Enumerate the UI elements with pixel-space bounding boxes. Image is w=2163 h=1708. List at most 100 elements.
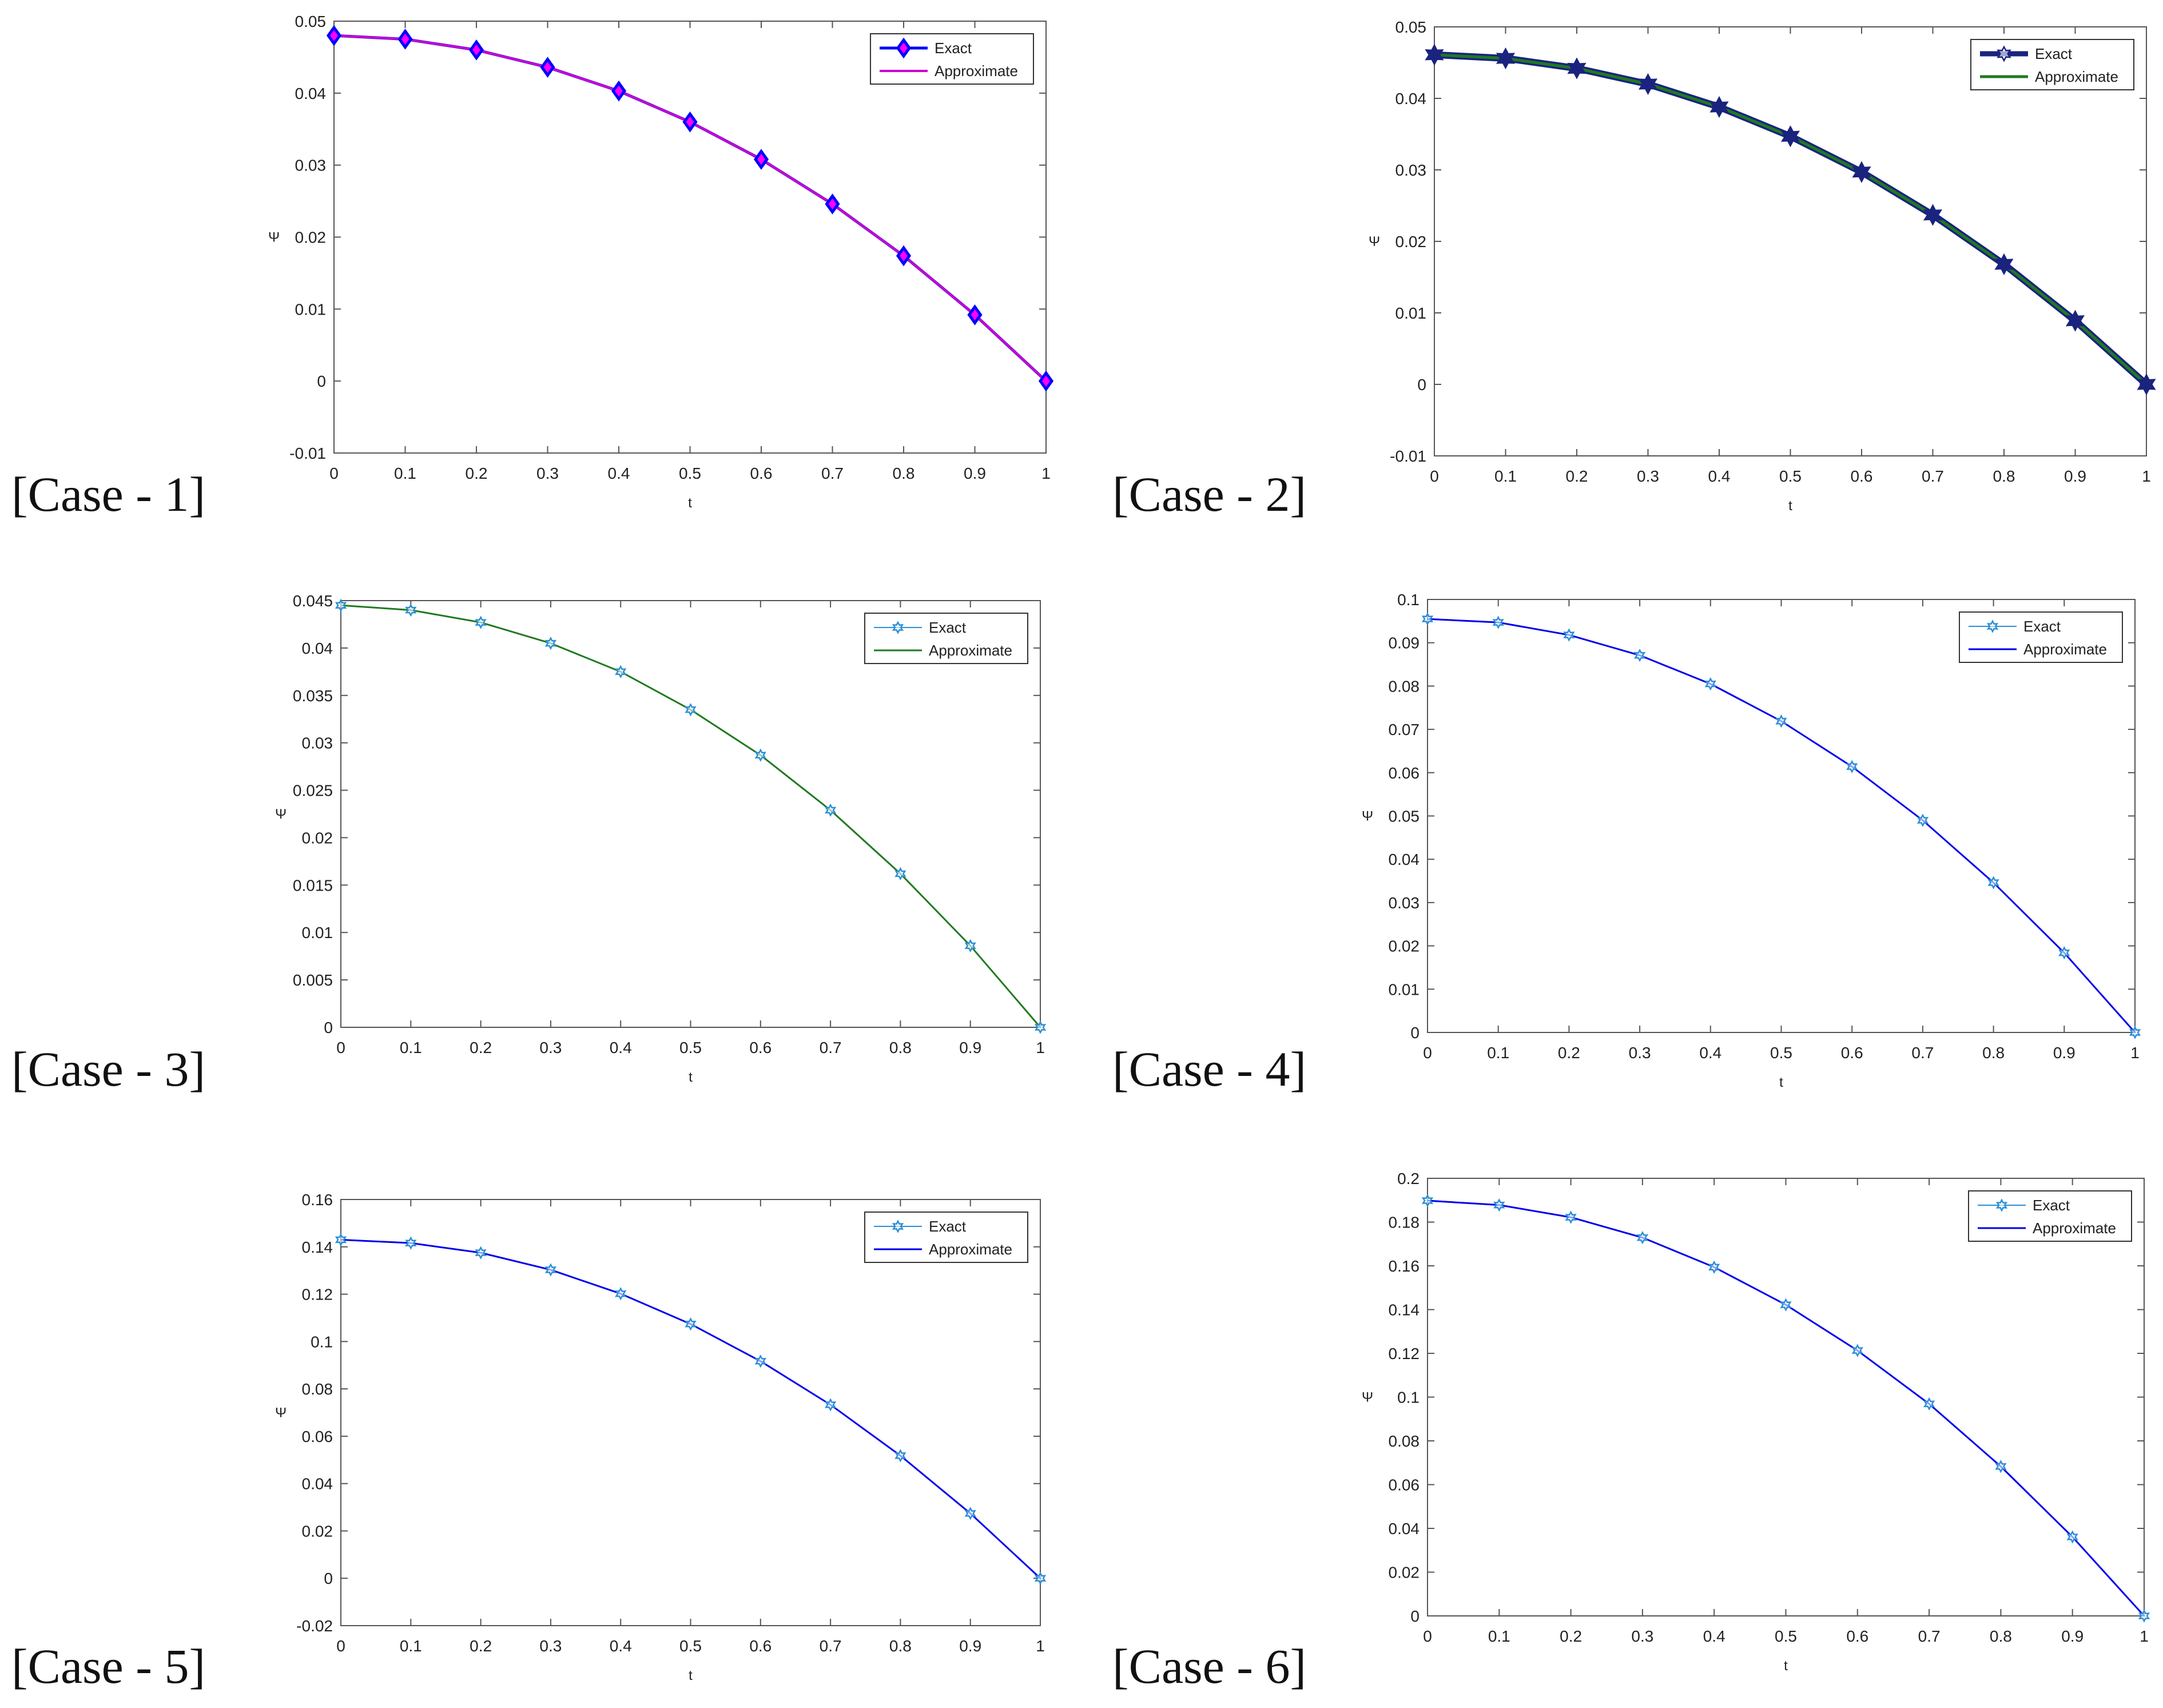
x-tick-label: 0.9: [959, 1637, 981, 1655]
x-tick-label: 0: [1423, 1044, 1432, 1062]
legend-box: [864, 1212, 1028, 1263]
x-tick-label: 0.9: [959, 1039, 981, 1056]
data-point-exact: [967, 304, 983, 325]
data-point-exact: [1987, 876, 1999, 889]
y-tick-label: 0.18: [1389, 1214, 1420, 1232]
x-tick-label: 0.9: [2061, 1627, 2084, 1645]
data-point-exact: [1421, 612, 1434, 626]
data-point-exact: [544, 636, 557, 650]
data-point-exact: [1775, 714, 1787, 728]
y-tick-label: 0.015: [293, 876, 333, 894]
data-point-exact: [2065, 309, 2085, 332]
y-tick-label: 0.06: [1389, 1476, 1420, 1494]
x-tick-label: 0.1: [1487, 1044, 1509, 1062]
data-point-exact: [2066, 1530, 2078, 1544]
x-tick-label: 0.1: [400, 1039, 422, 1056]
x-tick-label: 1: [1036, 1637, 1045, 1655]
data-point-exact: [1923, 204, 1943, 226]
data-point-exact: [1995, 1460, 2007, 1473]
legend-marker-icon: [1986, 619, 1999, 633]
x-tick-label: 0.2: [1558, 1044, 1580, 1062]
legend-box: [864, 613, 1028, 664]
x-tick-label: 0: [1430, 467, 1439, 485]
data-point-exact: [1994, 253, 2014, 276]
x-tick-label: 0.4: [1699, 1044, 1721, 1062]
data-point-exact: [540, 57, 555, 78]
x-tick-label: 0.3: [536, 464, 559, 482]
y-tick-label: -0.01: [1390, 447, 1426, 465]
x-tick-label: 0.2: [466, 464, 488, 482]
y-axis-label: Ψ: [275, 1405, 287, 1421]
x-tick-label: 1: [2142, 467, 2151, 485]
y-tick-label: 0.025: [293, 782, 333, 800]
x-tick-label: 0.4: [1703, 1627, 1725, 1645]
legend-label-approximate: Approximate: [929, 1241, 1012, 1258]
legend-marker-icon: [1995, 1198, 2008, 1212]
legend-label-exact: Exact: [935, 39, 972, 57]
data-point-exact: [326, 25, 342, 46]
y-tick-label: 0.04: [302, 1475, 333, 1493]
x-tick-label: 0: [1423, 1627, 1432, 1645]
data-point-exact: [824, 1398, 837, 1412]
x-tick-label: 0.4: [610, 1637, 632, 1655]
chart-panel-1: 0 0.1 0.2 0.3 0.4 0.5 0.6 0.7 0.8 0.9 1-0.0100.010…: [268, 13, 1054, 511]
y-tick-label: 0.12: [1389, 1345, 1420, 1363]
y-tick-label: 0: [1410, 1607, 1420, 1625]
data-point-exact: [825, 193, 840, 215]
x-tick-label: 0.5: [1775, 1627, 1797, 1645]
x-axis-label: t: [689, 1668, 693, 1683]
x-tick-label: 0.3: [1631, 1627, 1653, 1645]
plot-area: [1427, 1178, 2145, 1616]
y-tick-label: 0.1: [1397, 1389, 1420, 1407]
x-tick-label: 0.6: [750, 464, 773, 482]
x-tick-label: 0.3: [539, 1637, 562, 1655]
x-tick-label: 0.6: [749, 1039, 772, 1056]
x-axis-label: t: [1788, 498, 1792, 514]
plot-area: [340, 600, 1041, 1028]
case-caption: [Case - 6]: [1112, 1639, 1306, 1694]
x-tick-label: 0.7: [1922, 467, 1944, 485]
y-tick-label: 0.14: [1389, 1301, 1420, 1319]
x-tick-label: 0.1: [394, 464, 416, 482]
x-tick-label: 1: [2140, 1627, 2149, 1645]
data-point-exact: [1852, 161, 1871, 183]
legend-box: [1968, 1190, 2132, 1242]
data-point-exact: [685, 702, 697, 717]
case-caption: [Case - 1]: [11, 467, 205, 522]
y-tick-label: 0: [324, 1570, 333, 1587]
chart-panel-5: 0 0.1 0.2 0.3 0.4 0.5 0.6 0.7 0.8 0.9 1-0.0200.020…: [275, 1191, 1047, 1683]
y-tick-label: 0.06: [1389, 764, 1420, 782]
y-tick-label: 0.03: [1389, 894, 1420, 912]
y-tick-label: 0: [1417, 376, 1426, 394]
data-point-exact: [1565, 1210, 1577, 1224]
y-axis-label: Ψ: [1362, 809, 1373, 824]
x-tick-label: 0.2: [1566, 467, 1588, 485]
legend-label-approximate: Approximate: [935, 62, 1018, 80]
y-tick-label: 0.1: [1397, 591, 1420, 609]
y-tick-label: 0.02: [302, 829, 333, 847]
x-tick-label: 1: [1036, 1039, 1045, 1056]
chart-panel-2: 0 0.1 0.2 0.3 0.4 0.5 0.6 0.7 0.8 0.9 1-0.0100.010…: [1369, 18, 2156, 514]
x-tick-label: 0.8: [889, 1637, 912, 1655]
data-point-exact: [824, 803, 837, 817]
y-tick-label: 0.03: [295, 157, 327, 174]
y-tick-label: 0.05: [1389, 808, 1420, 825]
data-point-exact: [685, 1317, 697, 1331]
x-tick-label: 0.7: [1918, 1627, 1941, 1645]
legend-label-approximate: Approximate: [2033, 1220, 2116, 1237]
x-tick-label: 0.2: [1560, 1627, 1582, 1645]
data-point-exact: [1638, 73, 1658, 96]
y-tick-label: 0.04: [295, 85, 327, 102]
data-point-exact: [405, 1236, 417, 1250]
legend-label-exact: Exact: [2023, 618, 2061, 635]
data-point-exact: [335, 1233, 347, 1247]
x-axis-label: t: [1784, 1658, 1788, 1674]
data-point-exact: [1493, 1198, 1505, 1212]
data-point-exact: [1492, 615, 1504, 629]
legend-marker-icon: [892, 1220, 904, 1233]
legend-label-exact: Exact: [2035, 45, 2073, 62]
y-tick-label: -0.01: [289, 444, 326, 462]
y-tick-label: 0.07: [1389, 721, 1420, 738]
y-tick-label: 0.005: [293, 971, 333, 989]
